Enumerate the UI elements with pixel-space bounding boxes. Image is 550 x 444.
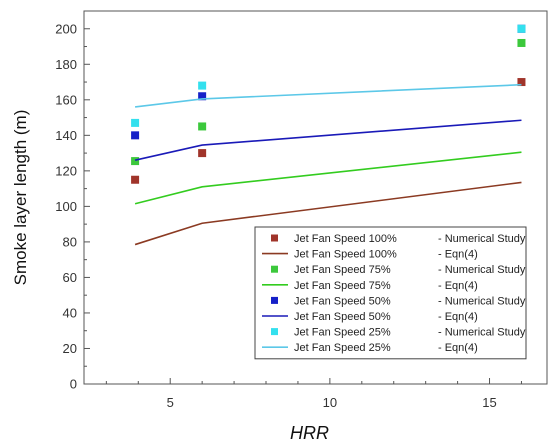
legend-swatch-point: [271, 234, 278, 242]
series-line-5: [134, 119, 522, 161]
data-point-6-1: [198, 81, 207, 90]
legend-label-suffix: - Eqn(4): [438, 311, 478, 323]
y-tick-label: 60: [63, 270, 77, 285]
legend-label: Jet Fan Speed 25%: [294, 327, 391, 339]
legend-label: Jet Fan Speed 100%: [294, 233, 397, 245]
y-tick-label: 120: [55, 163, 77, 178]
y-tick-label: 0: [70, 377, 77, 392]
y-tick-label: 100: [55, 199, 77, 214]
data-point-4-0: [131, 131, 140, 140]
legend-label: Jet Fan Speed 50%: [294, 311, 391, 323]
data-point-2-2: [517, 38, 526, 47]
data-point-6-0: [131, 118, 140, 127]
legend-label: Jet Fan Speed 75%: [294, 280, 391, 292]
legend-label: Jet Fan Speed 50%: [294, 295, 391, 307]
legend-label-suffix: - Numerical Study: [438, 327, 526, 339]
x-tick-label: 15: [482, 395, 496, 410]
legend-label-suffix: - Numerical Study: [438, 264, 526, 276]
series-line-1: [134, 181, 522, 246]
legend-swatch-point: [271, 328, 278, 336]
data-point-0-0: [131, 175, 140, 184]
legend-label: Jet Fan Speed 100%: [294, 249, 397, 261]
legend-label-suffix: - Numerical Study: [438, 295, 526, 307]
y-tick-label: 140: [55, 128, 77, 143]
legend-box: [254, 226, 527, 360]
data-point-0-2: [517, 78, 526, 87]
y-tick-label: 180: [55, 57, 77, 72]
y-tick-label: 80: [63, 234, 77, 249]
y-tick-label: 160: [55, 92, 77, 107]
data-point-0-1: [198, 149, 207, 158]
axis-ticks: 0 20 40 60 80 100 120 140 160 180 200 5 10 15: [55, 10, 522, 410]
y-axis-title: Smoke layer length (m): [11, 110, 30, 286]
y-tick-label: 40: [63, 305, 77, 320]
data-point-2-1: [198, 122, 207, 131]
legend-label-suffix: - Eqn(4): [438, 280, 478, 292]
legend-label-suffix: - Eqn(4): [438, 342, 478, 354]
x-axis-title: HRR: [290, 423, 329, 443]
data-point-2-0: [131, 157, 140, 166]
series-line-3: [134, 151, 522, 205]
legend-label-suffix: - Numerical Study: [438, 233, 526, 245]
data-point-6-2: [517, 24, 526, 33]
y-tick-label: 20: [63, 341, 77, 356]
x-tick-label: 10: [323, 395, 337, 410]
plot-frame: [83, 10, 548, 385]
chart-marks: [131, 24, 526, 246]
legend-label-suffix: - Eqn(4): [438, 249, 478, 261]
x-tick-label: 5: [167, 395, 174, 410]
legend-swatch-point: [271, 296, 278, 304]
legend-swatch-point: [271, 265, 278, 273]
series-line-7: [134, 83, 522, 108]
y-tick-label: 200: [55, 21, 77, 36]
legend-label: Jet Fan Speed 75%: [294, 264, 391, 276]
legend-label: Jet Fan Speed 25%: [294, 342, 391, 354]
data-point-4-1: [198, 92, 207, 101]
legend: Jet Fan Speed 100% - Numerical Study Jet F…: [254, 226, 527, 360]
